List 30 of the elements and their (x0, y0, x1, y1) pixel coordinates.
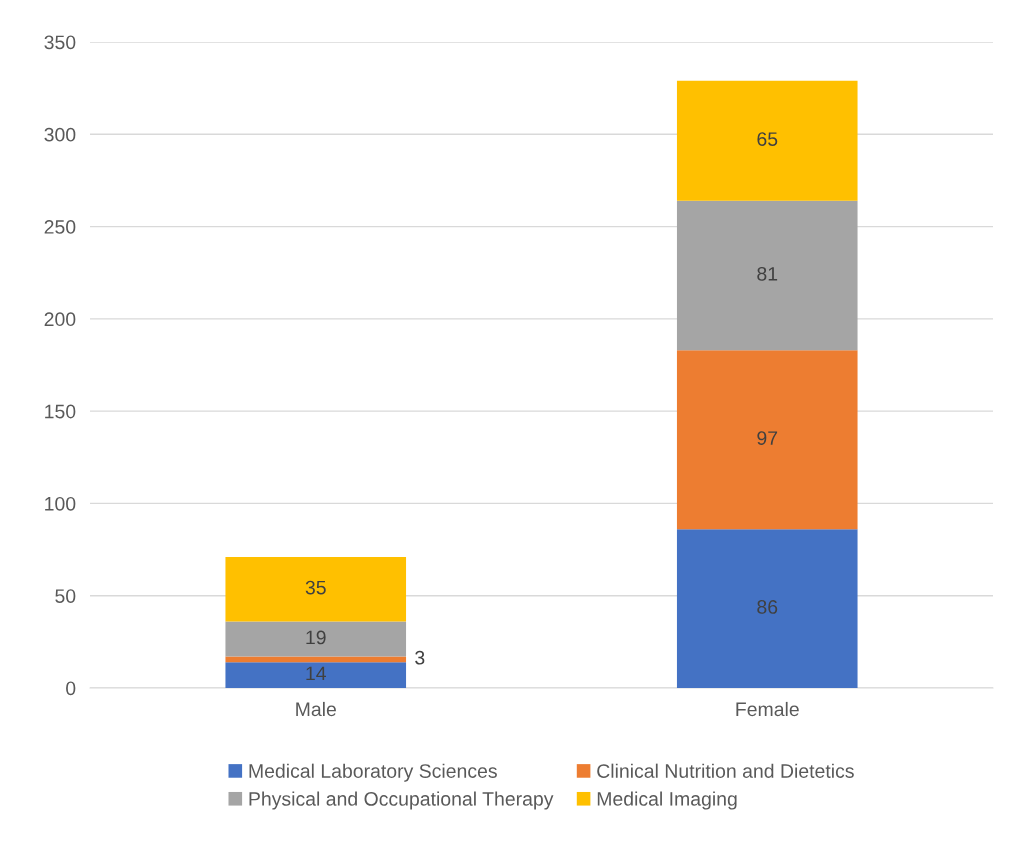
bar (676, 80, 858, 201)
bar (225, 656, 407, 663)
bar (225, 621, 407, 657)
bar (225, 556, 407, 622)
x-tick-label: Male (296, 701, 336, 717)
y-tick-label: 50 (55, 589, 76, 603)
y-tick-label: 150 (45, 404, 76, 419)
bar (225, 662, 407, 688)
legend-label: Medical Imaging (597, 791, 737, 810)
y-tick-label: 250 (44, 220, 76, 234)
data-label: 35 (305, 580, 326, 595)
data-label: 97 (757, 431, 778, 445)
data-label: 14 (306, 666, 326, 681)
bar (676, 529, 858, 688)
bar (676, 200, 858, 351)
legend-label: Medical Laboratory Sciences (249, 763, 497, 782)
data-label: 19 (306, 630, 326, 645)
legend-label: Clinical Nutrition and Dietetics (597, 763, 854, 778)
y-tick-label: 0 (66, 681, 76, 696)
x-tick-label: Female (736, 701, 799, 717)
y-tick-label: 300 (44, 127, 76, 142)
data-label: 81 (757, 266, 778, 281)
y-tick-label: 200 (44, 312, 76, 327)
y-tick-label: 350 (44, 35, 76, 50)
data-label: 3 (415, 650, 425, 665)
bar (676, 350, 858, 530)
y-tick-label: 100 (45, 496, 76, 511)
data-label: 65 (757, 132, 778, 146)
legend-label: Physical and Occupational Therapy (249, 791, 554, 810)
data-label: 86 (757, 600, 778, 614)
